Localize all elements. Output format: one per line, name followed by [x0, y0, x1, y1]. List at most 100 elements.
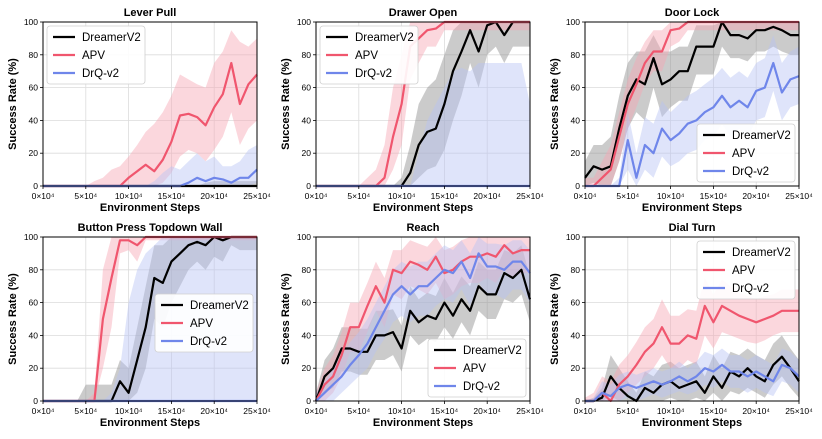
confidence-band [316, 63, 530, 186]
y-tick-label: 0 [33, 396, 38, 406]
y-tick-label: 40 [571, 115, 581, 125]
legend-label: APV [732, 265, 755, 277]
axes-frame [584, 236, 800, 402]
chart-title: Reach [406, 222, 439, 234]
series-line [585, 355, 800, 403]
series-line [314, 268, 532, 402]
x-tick-label: 25×10⁴ [516, 406, 544, 416]
confidence-band [43, 30, 257, 187]
legend-label: DrQ-v2 [355, 68, 392, 80]
y-tick-label: 80 [302, 265, 312, 275]
x-tick-label: 10×10⁴ [115, 406, 143, 416]
chart-title: Button Press Topdown Wall [78, 222, 223, 234]
y-axis-label: Success Rate (%) [280, 273, 292, 365]
x-tick-label: 0×10⁴ [32, 406, 55, 416]
confidence-band [316, 22, 530, 186]
axes-frame [315, 236, 531, 402]
y-tick-label: 100 [566, 232, 580, 242]
chart-title: Door Lock [665, 7, 720, 19]
x-tick-label: 25×10⁴ [785, 191, 813, 201]
x-axis-label: Environment Steps [100, 417, 200, 429]
y-tick-label: 100 [24, 232, 38, 242]
legend-box [696, 123, 796, 183]
legend-label: DreamerV2 [732, 130, 791, 142]
confidence-band [316, 237, 530, 401]
x-tick-label: 25×10⁴ [785, 406, 813, 416]
chart-panel: 0×10⁴ 5×10⁴ 10×10⁴ 15×10⁴ 20×10⁴ 25×10⁴ 0 20 40 6… [7, 222, 271, 429]
x-axis-label: Environment Steps [373, 202, 473, 214]
legend-label: APV [82, 50, 105, 62]
confidence-band [585, 22, 799, 186]
confidence-band [585, 22, 799, 186]
confidence-band [43, 237, 257, 401]
legend-box [696, 240, 796, 300]
series-line [584, 20, 799, 179]
legend: DreamerV2 APV DrQ-v2 [696, 240, 796, 300]
chart-title: Dial Turn [669, 222, 716, 234]
confidence-band [43, 145, 257, 186]
confidence-band [585, 35, 799, 186]
x-tick-label: 5×10⁴ [347, 191, 370, 201]
x-tick-label: 5×10⁴ [616, 406, 639, 416]
y-axis-label: Success Rate (%) [549, 58, 561, 150]
x-tick-label: 10×10⁴ [115, 191, 143, 201]
x-tick-label: 10×10⁴ [388, 191, 416, 201]
x-tick-label: 20×10⁴ [473, 191, 501, 201]
y-tick-label: 0 [575, 396, 580, 406]
x-tick-label: 5×10⁴ [616, 191, 639, 201]
series-line [315, 244, 530, 402]
x-axis-label: Environment Steps [642, 202, 742, 214]
y-axis-label: Success Rate (%) [7, 273, 19, 365]
confidence-band [316, 245, 530, 401]
y-tick-label: 0 [33, 181, 38, 191]
y-tick-label: 0 [575, 181, 580, 191]
legend-label: DrQ-v2 [463, 381, 500, 393]
legend-label: DreamerV2 [463, 345, 522, 357]
legend-label: DrQ-v2 [82, 68, 119, 80]
y-tick-label: 80 [571, 50, 581, 60]
confidence-band [43, 181, 257, 186]
x-tick-label: 25×10⁴ [516, 191, 544, 201]
y-tick-label: 20 [29, 363, 39, 373]
y-tick-label: 40 [571, 330, 581, 340]
series-line [315, 252, 531, 402]
x-tick-label: 15×10⁴ [431, 191, 459, 201]
y-tick-label: 60 [29, 83, 39, 93]
x-tick-label: 0×10⁴ [574, 191, 597, 201]
x-tick-label: 20×10⁴ [742, 191, 770, 201]
x-tick-label: 0×10⁴ [305, 406, 328, 416]
x-tick-label: 5×10⁴ [74, 406, 97, 416]
chart-panel: 0×10⁴ 5×10⁴ 10×10⁴ 15×10⁴ 20×10⁴ 25×10⁴ 0 20 40 6… [280, 222, 544, 429]
x-tick-label: 15×10⁴ [700, 406, 728, 416]
x-tick-label: 20×10⁴ [742, 406, 770, 416]
legend-box [46, 25, 146, 85]
y-tick-label: 60 [302, 83, 312, 93]
series-line [585, 304, 799, 403]
x-tick-label: 25×10⁴ [243, 406, 271, 416]
legend: DreamerV2 APV DrQ-v2 [696, 123, 796, 183]
y-tick-label: 80 [302, 50, 312, 60]
legend-box [427, 338, 527, 398]
x-tick-label: 20×10⁴ [200, 406, 228, 416]
x-tick-label: 25×10⁴ [243, 191, 271, 201]
y-tick-label: 100 [297, 17, 311, 27]
legend: DreamerV2 APV DrQ-v2 [154, 293, 254, 353]
y-axis-label: Success Rate (%) [7, 58, 19, 150]
legend-label: DreamerV2 [732, 247, 791, 259]
x-axis-label: Environment Steps [642, 417, 742, 429]
chart-panel: 0×10⁴ 5×10⁴ 10×10⁴ 15×10⁴ 20×10⁴ 25×10⁴ 0 20 40 6… [7, 7, 271, 214]
legend: DreamerV2 APV DrQ-v2 [319, 25, 419, 85]
x-tick-label: 0×10⁴ [305, 191, 328, 201]
confidence-band [316, 22, 530, 186]
y-tick-label: 100 [297, 232, 311, 242]
chart-title: Lever Pull [124, 7, 177, 19]
legend-box [154, 293, 254, 353]
x-tick-label: 15×10⁴ [431, 406, 459, 416]
series-line [585, 363, 800, 403]
legend-label: APV [732, 148, 755, 160]
chart-panel: 0×10⁴ 5×10⁴ 10×10⁴ 15×10⁴ 20×10⁴ 25×10⁴ 0 20 40 6… [549, 222, 813, 429]
x-tick-label: 0×10⁴ [32, 191, 55, 201]
axes-frame [584, 21, 800, 187]
x-tick-label: 10×10⁴ [388, 406, 416, 416]
y-tick-label: 20 [29, 148, 39, 158]
